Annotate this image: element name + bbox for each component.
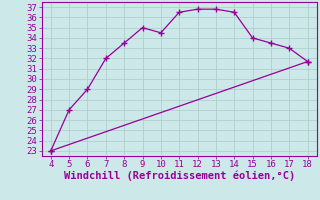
X-axis label: Windchill (Refroidissement éolien,°C): Windchill (Refroidissement éolien,°C): [64, 171, 295, 181]
